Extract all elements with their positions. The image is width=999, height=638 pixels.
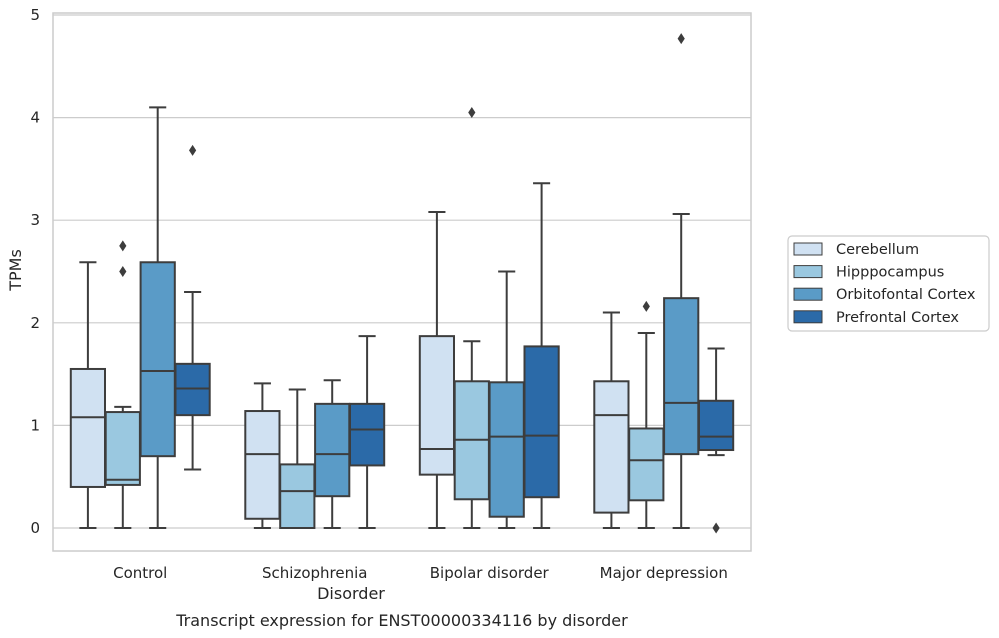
y-tick-label: 0 (30, 519, 40, 537)
box-2-3 (523, 182, 560, 529)
box-0-3 (174, 144, 211, 471)
box-iqr (663, 297, 700, 456)
outlier-point (189, 144, 197, 156)
outlier-point (119, 240, 127, 252)
outlier-point (712, 522, 720, 534)
box-1-0 (244, 382, 281, 529)
y-tick-label: 5 (30, 6, 40, 24)
box-1-2 (314, 379, 351, 529)
box-3-1 (628, 300, 665, 529)
outlier-point (468, 106, 476, 118)
box-iqr (628, 427, 665, 502)
outlier-point (119, 266, 127, 277)
chart-caption: Transcript expression for ENST0000033411… (175, 611, 628, 630)
x-tick-labels: Control Schizophrenia Bipolar disorder Majo… (113, 564, 728, 582)
legend-swatch (793, 287, 823, 301)
box-1-3 (348, 335, 386, 529)
legend-label: Cerebellum (836, 242, 919, 258)
outlier-point (677, 33, 685, 45)
box-iqr (488, 381, 525, 518)
legend: Cerebellum Hipppocampus Orbitofontal Corte… (787, 235, 990, 332)
box-iqr (104, 411, 141, 486)
y-axis-label: TPMs (6, 249, 25, 292)
box-0-0 (69, 261, 107, 529)
outlier-point (642, 300, 650, 312)
y-tick-label: 3 (30, 211, 40, 229)
legend-swatch (793, 310, 823, 324)
box-iqr (348, 402, 386, 467)
y-tick-label: 1 (30, 416, 40, 434)
legend-label: Hipppocampus (836, 265, 944, 281)
box-iqr (174, 362, 211, 417)
x-tick-label: Schizophrenia (262, 564, 367, 582)
box-groups (69, 33, 735, 534)
box-2-2 (488, 270, 525, 529)
box-iqr (523, 345, 560, 499)
box-3-2 (663, 33, 700, 529)
box-iqr (593, 380, 630, 514)
y-tick-label: 4 (30, 109, 40, 127)
box-2-1 (453, 106, 490, 529)
box-3-0 (593, 311, 630, 529)
box-iqr (418, 335, 456, 476)
plot-area-frame (52, 12, 752, 552)
legend-label: Prefrontal Cortex (836, 310, 959, 326)
box-3-3 (697, 347, 735, 534)
y-tick-label: 2 (30, 314, 40, 332)
legend-label: Orbitofontal Cortex (836, 287, 976, 303)
y-tick-labels: 0 1 2 3 4 5 (30, 6, 40, 537)
x-axis-label: Disorder (317, 584, 385, 603)
x-tick-label: Bipolar disorder (430, 564, 550, 582)
box-0-2 (139, 106, 176, 529)
box-iqr (139, 261, 176, 458)
box-iqr (697, 399, 735, 452)
box-iqr (69, 367, 107, 488)
box-2-0 (418, 210, 456, 529)
legend-swatch (793, 242, 823, 256)
box-iqr (314, 402, 351, 498)
box-1-1 (279, 388, 316, 529)
box-iqr (244, 410, 281, 520)
x-tick-label: Major depression (600, 564, 728, 582)
legend-swatch (793, 265, 823, 279)
box-iqr (279, 463, 316, 529)
box-0-1 (104, 240, 141, 529)
x-tick-label: Control (113, 564, 167, 582)
legend-frame (787, 235, 990, 332)
